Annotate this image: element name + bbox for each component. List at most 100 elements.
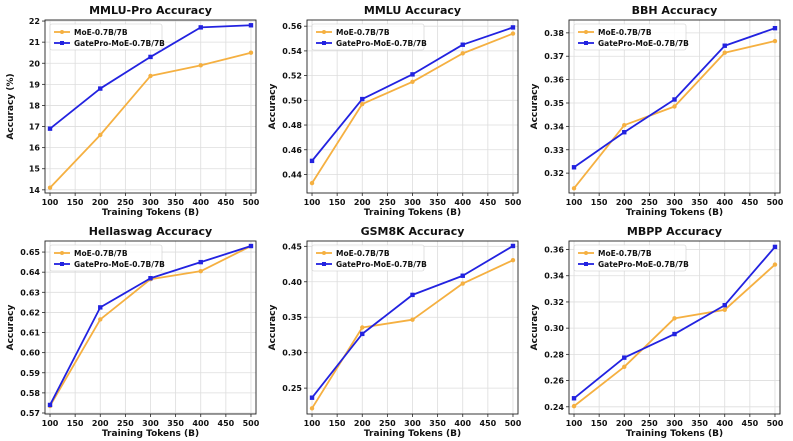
x-tick-label: 100 [304,198,321,207]
x-tick-label: 150 [329,198,346,207]
legend-swatch-marker [584,41,588,45]
data-point-moe [510,31,516,36]
data-point-moe [772,38,778,44]
x-axis-label: Training Tokens (B) [364,208,461,218]
plot-frame [568,19,781,194]
y-axis-label: Accuracy (%) [6,73,16,139]
chart-mmlu-pro: 100 150 200 250 300 350 400 450 500 14 15 16 17 18 19 2… [6,4,260,218]
x-tick-label: 150 [591,419,608,428]
y-tick-label: 0.38 [544,29,564,38]
y-tick-label: 0.34 [544,122,564,131]
legend-label: GatePro-MoE-0.7B/7B [74,260,165,269]
y-tick-label: 0.37 [544,52,564,61]
legend-label: MoE-0.7B/7B [598,28,652,37]
legend-label: GatePro-MoE-0.7B/7B [598,260,689,269]
x-tick-label: 350 [429,419,446,428]
data-point-moe [410,79,415,84]
x-tick-label: 450 [742,198,759,207]
y-axis-label: Accuracy [530,304,540,350]
y-tick-label: 18 [29,101,41,110]
x-axis-label: Training Tokens (B) [364,429,461,439]
x-tick-label: 100 [566,419,583,428]
data-point-gatepro [672,331,677,337]
y-tick-label: 0.58 [20,389,40,398]
x-tick-label: 400 [192,419,209,428]
data-point-gatepro [510,25,516,30]
x-tick-label: 250 [641,419,658,428]
chart-panel-hellaswag: 100 150 200 250 300 350 400 450 500 0.57 0.58 0.59 0… [0,221,264,441]
y-tick-label: 0.54 [282,47,302,56]
data-point-moe [460,281,465,286]
y-tick-label: 0.50 [282,96,302,105]
legend-swatch-marker [60,30,64,34]
x-tick-label: 500 [505,198,522,207]
data-point-gatepro [360,96,365,102]
chart-title: GSM8K Accuracy [361,225,465,238]
data-point-gatepro [98,86,103,91]
y-tick-label: 0.52 [282,72,302,81]
y-tick-label: 0.45 [282,242,302,251]
legend-box [311,244,425,272]
x-tick-label: 300 [404,419,421,428]
y-tick-label: 0.56 [282,22,302,31]
x-tick-label: 450 [480,419,497,428]
y-tick-label: 0.30 [544,324,564,333]
x-tick-label: 300 [142,419,159,428]
data-point-gatepro [198,259,203,265]
data-point-moe [672,316,677,321]
legend-swatch-marker [584,251,588,255]
y-tick-label: 0.63 [20,288,40,297]
legend-swatch-marker [322,262,326,266]
x-tick-label: 250 [117,419,134,428]
chart-panel-mmlu: 100 150 200 250 300 350 400 450 500 0.44 0.46 0.48 0… [262,0,526,220]
y-tick-label: 0.25 [282,384,302,393]
legend-box [49,244,163,272]
x-tick-label: 300 [666,198,683,207]
data-point-gatepro [510,243,516,249]
data-point-moe [309,406,315,411]
x-tick-label: 350 [691,198,708,207]
y-tick-label: 0.62 [20,308,40,317]
x-tick-label: 500 [243,198,260,207]
legend-box [573,244,687,272]
y-tick-label: 0.40 [282,278,302,287]
x-tick-label: 200 [616,419,633,428]
legend-label: MoE-0.7B/7B [336,28,390,37]
data-point-gatepro [722,303,727,308]
chart-mbpp: 100 150 200 250 300 350 400 450 500 0.24 0.26 0.28 0… [530,225,784,439]
x-tick-label: 400 [716,198,733,207]
data-point-moe [722,50,727,55]
y-tick-label: 0.44 [282,170,302,179]
legend-box [49,23,163,51]
chart-title: MMLU Accuracy [364,4,461,17]
x-tick-label: 300 [404,198,421,207]
data-point-gatepro [98,305,103,310]
x-tick-label: 400 [716,419,733,428]
x-tick-label: 500 [243,419,260,428]
x-tick-label: 200 [616,198,633,207]
data-point-moe [198,268,203,274]
chart-panel-mbpp: 100 150 200 250 300 350 400 450 500 0.24 0.26 0.28 0… [524,221,788,441]
x-tick-label: 450 [480,198,497,207]
y-tick-label: 0.36 [544,76,564,85]
data-point-moe [571,403,577,409]
chart-panel-mmlu-pro: 100 150 200 250 300 350 400 450 500 14 15 16 17 18 19 2… [0,0,264,220]
x-tick-label: 150 [329,419,346,428]
data-point-moe [98,317,103,322]
y-axis-label: Accuracy [6,304,16,350]
y-tick-label: 0.60 [20,349,40,358]
legend-label: MoE-0.7B/7B [74,249,128,258]
data-point-moe [198,63,203,68]
y-tick-label: 19 [29,80,41,89]
y-tick-label: 0.64 [20,268,40,277]
x-tick-label: 500 [767,198,784,207]
plot-frame [306,240,519,415]
data-point-moe [571,186,577,191]
x-tick-label: 350 [167,419,184,428]
x-tick-label: 100 [566,198,583,207]
y-tick-label: 0.46 [282,146,302,155]
data-point-moe [360,101,365,107]
legend-swatch-marker [584,30,588,34]
x-tick-label: 500 [505,419,522,428]
